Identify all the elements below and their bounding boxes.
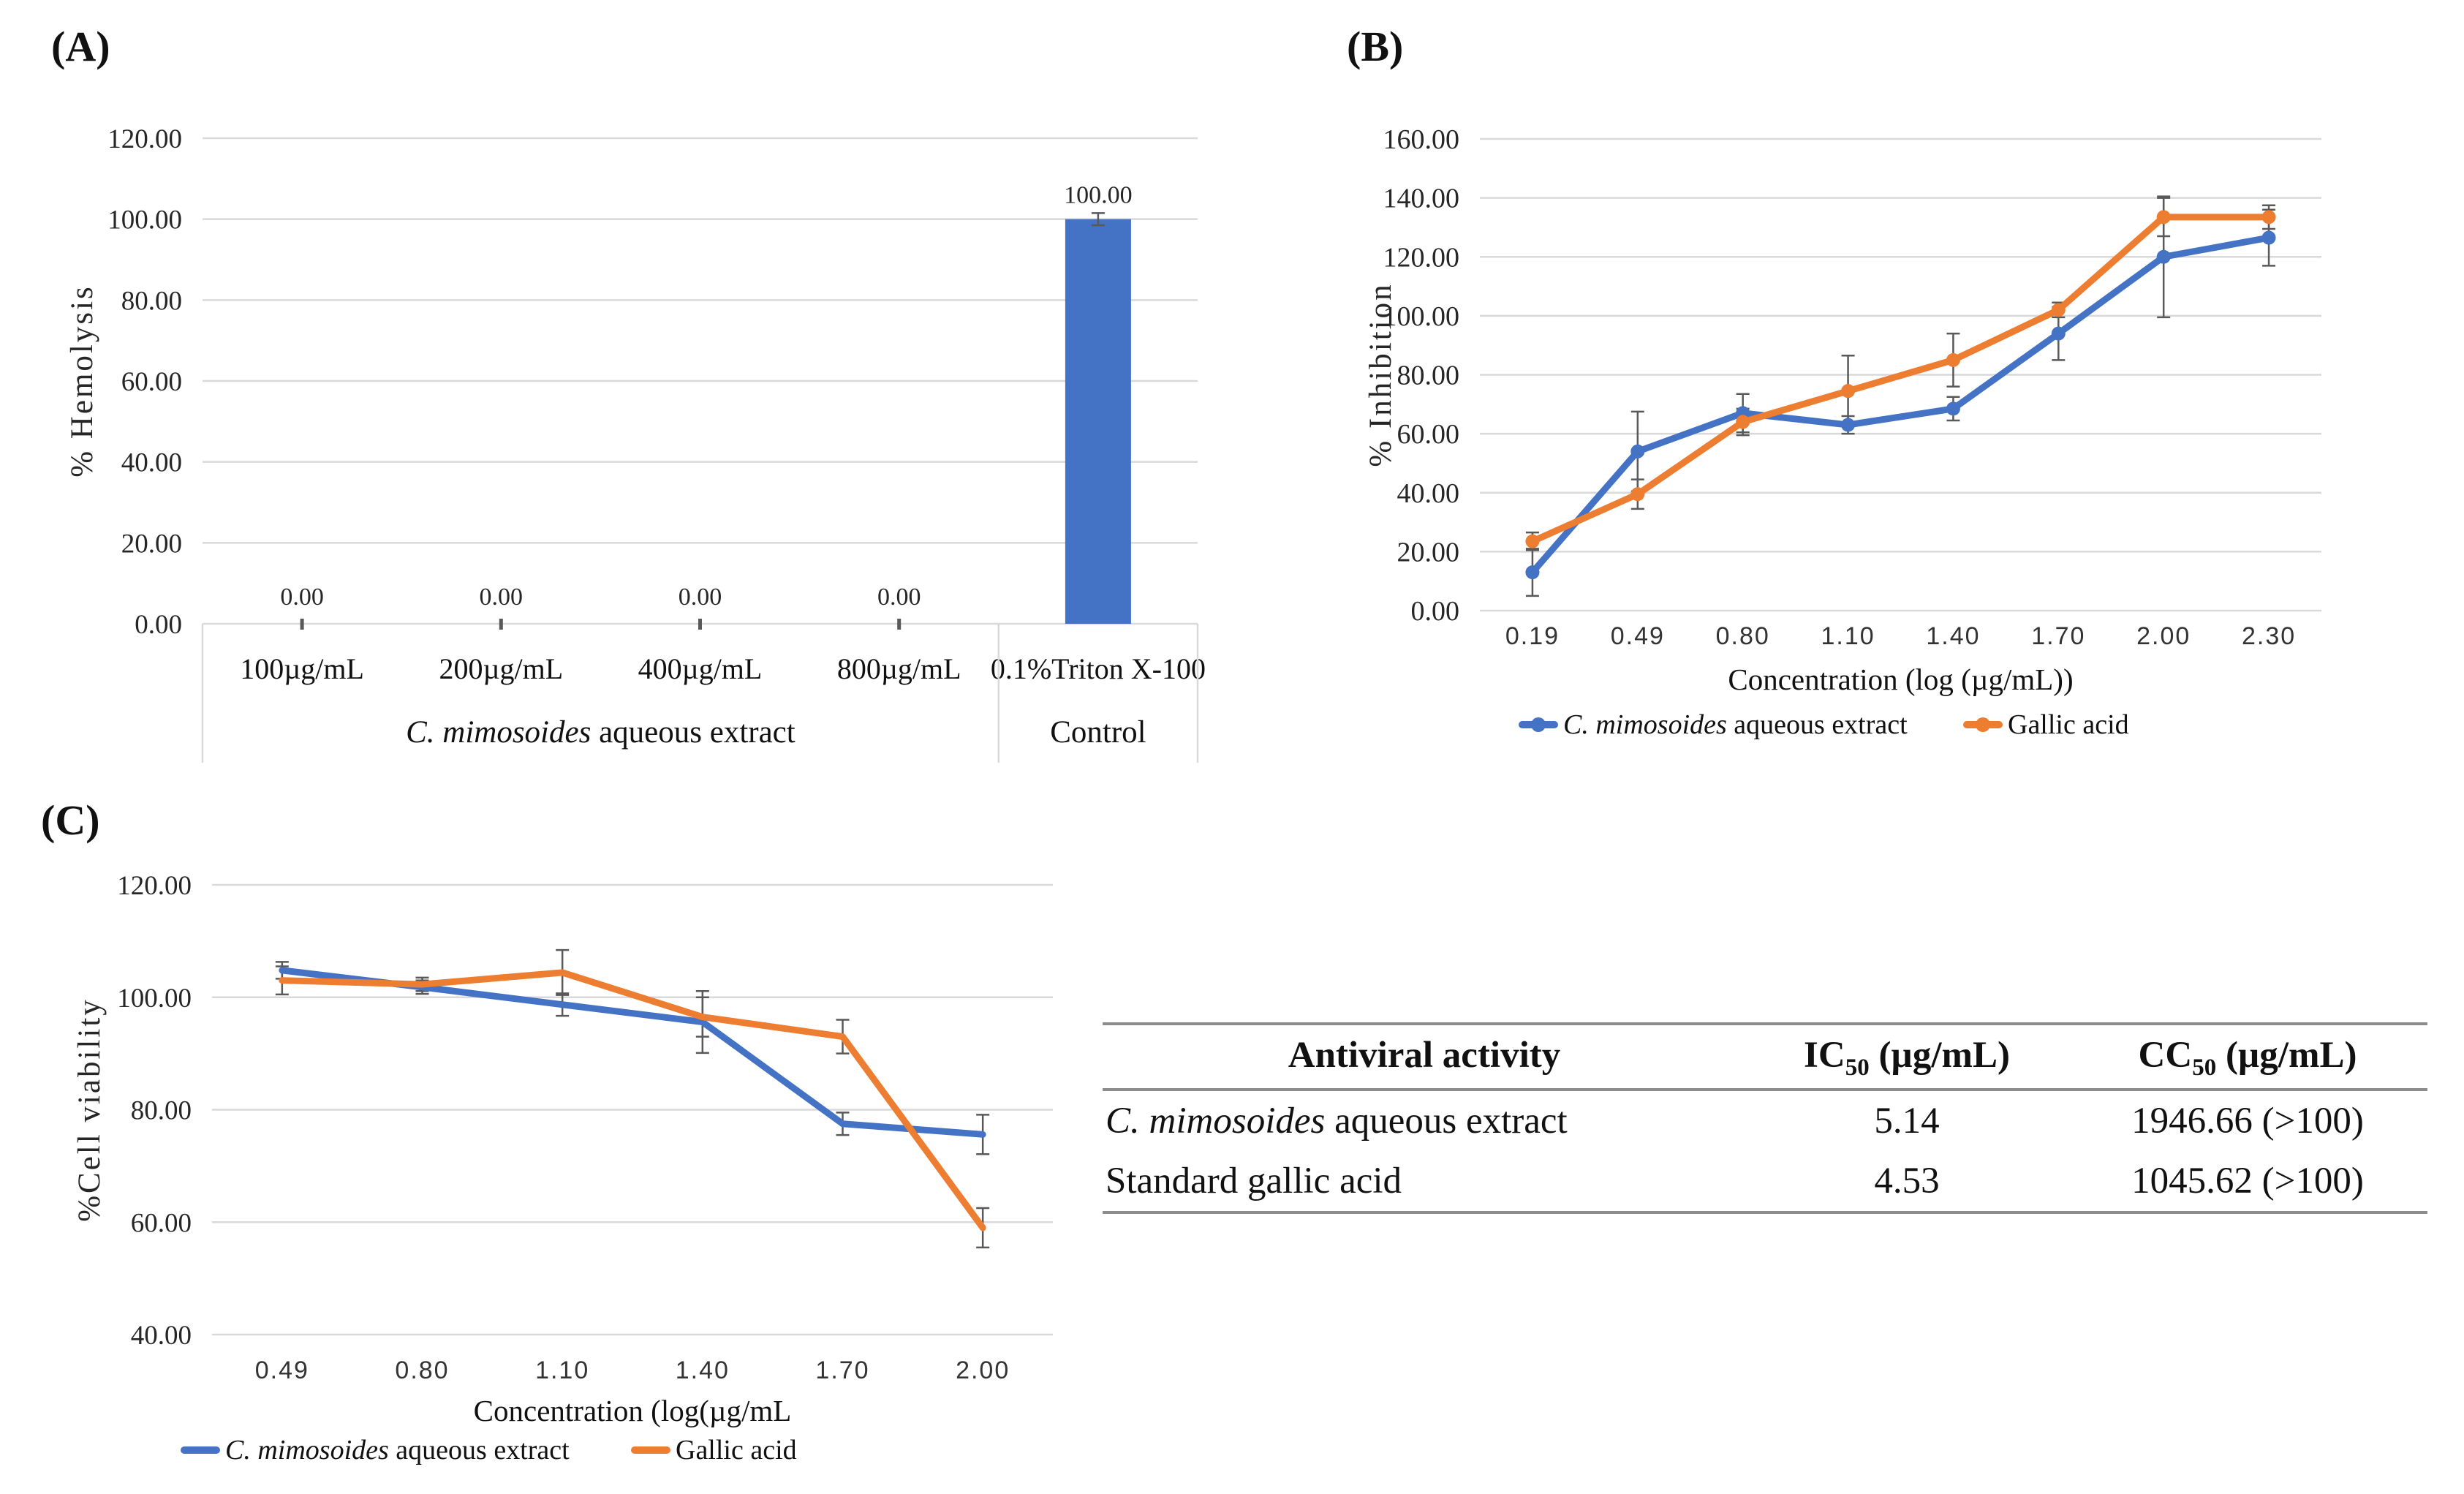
svg-text:0.80: 0.80	[395, 1357, 449, 1384]
svg-text:800µg/mL: 800µg/mL	[837, 652, 961, 685]
svg-text:0.00: 0.00	[480, 584, 524, 611]
svg-text:60.00: 60.00	[131, 1208, 192, 1238]
svg-text:0.00: 0.00	[1411, 596, 1460, 627]
viability-line-chart: 40.00 60.00 80.00 100.00 120.00 %Cell viabili…	[29, 826, 1119, 1490]
svg-text:80.00: 80.00	[121, 286, 182, 316]
svg-text:2.00: 2.00	[956, 1357, 1010, 1384]
svg-text:0.00: 0.00	[877, 584, 921, 611]
svg-text:1.70: 1.70	[2031, 622, 2085, 650]
svg-text:0.00: 0.00	[679, 584, 722, 611]
svg-text:100.00: 100.00	[1064, 182, 1133, 209]
svg-text:1.10: 1.10	[1821, 622, 1875, 650]
svg-text:% Inhibition: % Inhibition	[1364, 282, 1398, 467]
col-header-ic50: IC50 (µg/mL)	[1804, 1035, 2010, 1082]
svg-text:140.00: 140.00	[1383, 184, 1460, 214]
svg-text:400µg/mL: 400µg/mL	[638, 652, 763, 685]
svg-text:0.1%Triton X-100: 0.1%Triton X-100	[991, 652, 1206, 685]
svg-text:C. mimosoides aqueous extract: C. mimosoides aqueous extract	[1563, 709, 1908, 740]
svg-text:1.10: 1.10	[535, 1357, 589, 1384]
svg-text:160.00: 160.00	[1383, 124, 1460, 155]
svg-text:1.40: 1.40	[1926, 622, 1980, 650]
cc50-value: 1946.66 (>100)	[2131, 1101, 2364, 1142]
svg-text:Gallic acid: Gallic acid	[676, 1435, 797, 1465]
ic50-value: 5.14	[1874, 1101, 1940, 1142]
svg-text:2.00: 2.00	[2136, 622, 2191, 650]
svg-text:Concentration (log (µg/mL)): Concentration (log (µg/mL))	[1728, 663, 2073, 696]
col-header-cc50: CC50 (µg/mL)	[2138, 1035, 2357, 1082]
svg-text:100.00: 100.00	[117, 984, 192, 1014]
svg-text:Gallic acid: Gallic acid	[2008, 709, 2129, 740]
svg-text:0.00: 0.00	[280, 584, 324, 611]
svg-text:100.00: 100.00	[107, 205, 182, 235]
antiviral-activity-table: Antiviral activity IC50 (µg/mL) CC50 (µg…	[1103, 1022, 2427, 1214]
cc50-value: 1045.62 (>100)	[2131, 1161, 2364, 1201]
svg-text:80.00: 80.00	[131, 1096, 192, 1126]
svg-text:0.49: 0.49	[1611, 622, 1665, 650]
svg-text:100.00: 100.00	[1383, 301, 1460, 332]
svg-text:40.00: 40.00	[131, 1321, 192, 1351]
svg-text:120.00: 120.00	[107, 124, 182, 154]
panel-a-label: (A)	[51, 23, 110, 70]
svg-text:200µg/mL: 200µg/mL	[439, 652, 563, 685]
table-row: C. mimosoides aqueous extract 5.14 1946.…	[1103, 1090, 2427, 1151]
svg-text:C. mimosoides aqueous extract: C. mimosoides aqueous extract	[406, 715, 795, 750]
panel-c-label: (C)	[41, 796, 100, 844]
svg-text:60.00: 60.00	[121, 367, 182, 397]
sample-name: C. mimosoides aqueous extract	[1106, 1101, 1568, 1142]
hemolysis-bar-chart: 0.00 20.00 40.00 60.00 80.00 100.00 120.00 % He…	[58, 69, 1258, 808]
svg-text:Concentration (log(µg/mL: Concentration (log(µg/mL	[474, 1394, 792, 1427]
svg-text:2.30: 2.30	[2242, 622, 2296, 650]
ic50-value: 4.53	[1874, 1161, 1940, 1201]
svg-text:1.70: 1.70	[815, 1357, 869, 1384]
svg-text:100µg/mL: 100µg/mL	[240, 652, 364, 685]
svg-text:120.00: 120.00	[1383, 242, 1460, 273]
svg-text:20.00: 20.00	[121, 529, 182, 559]
svg-text:60.00: 60.00	[1397, 419, 1460, 450]
svg-text:0.00: 0.00	[135, 610, 182, 640]
table-row: Standard gallic acid 4.53 1045.62 (>100)	[1103, 1151, 2427, 1212]
col-header-antiviral-activity: Antiviral activity	[1288, 1035, 1561, 1076]
svg-text:0.19: 0.19	[1505, 622, 1560, 650]
svg-text:C. mimosoides aqueous extract: C. mimosoides aqueous extract	[225, 1435, 570, 1465]
inhibition-line-chart: 0.00 20.00 40.00 60.00 80.00 100.00 120.00 140.…	[1323, 88, 2464, 768]
panel-b-label: (B)	[1347, 23, 1404, 70]
svg-text:120.00: 120.00	[117, 871, 192, 901]
svg-text:0.80: 0.80	[1716, 622, 1770, 650]
svg-text:20.00: 20.00	[1397, 537, 1460, 567]
svg-text:%Cell viability: %Cell viability	[72, 997, 107, 1222]
svg-text:% Hemolysis: % Hemolysis	[65, 284, 99, 478]
svg-text:Control: Control	[1050, 715, 1146, 750]
svg-text:80.00: 80.00	[1397, 361, 1460, 391]
table-header-row: Antiviral activity IC50 (µg/mL) CC50 (µg…	[1103, 1024, 2427, 1090]
svg-text:1.40: 1.40	[676, 1357, 730, 1384]
svg-text:0.49: 0.49	[255, 1357, 309, 1384]
svg-text:40.00: 40.00	[1397, 478, 1460, 509]
sample-name: Standard gallic acid	[1106, 1161, 1402, 1201]
svg-text:40.00: 40.00	[121, 448, 182, 478]
